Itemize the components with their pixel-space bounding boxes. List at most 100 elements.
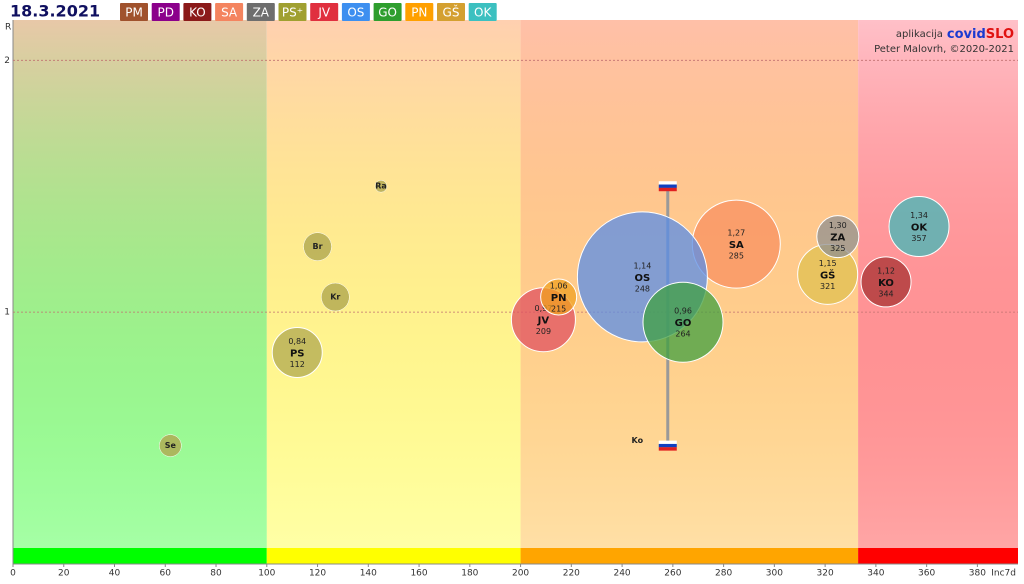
x-tick-label: 280 — [715, 569, 732, 579]
bubble — [271, 326, 323, 378]
zone-bar — [266, 548, 521, 564]
credit-part: covid — [947, 27, 986, 42]
date-title: 18.3.2021 — [10, 2, 100, 21]
bubble — [816, 215, 860, 259]
legend-label[interactable]: ZA — [253, 6, 270, 20]
bubble-name: ZA — [830, 233, 845, 244]
x-tick-label: 140 — [360, 569, 377, 579]
bubble-r-label: 1,15 — [819, 259, 837, 268]
legend-label[interactable]: PM — [125, 6, 143, 20]
flag-stripe — [658, 181, 677, 185]
legend-button[interactable] — [278, 3, 307, 21]
y-tick-label: 1 — [4, 308, 10, 318]
bubble-inc-label: 325 — [830, 244, 845, 253]
flag-stripe — [658, 440, 677, 445]
legend-label[interactable]: PD — [157, 6, 173, 20]
x-tick-label: 180 — [461, 569, 478, 579]
bubble-inc-label: 344 — [878, 289, 893, 298]
x-tick-label: 300 — [766, 569, 783, 579]
x-tick-label: 320 — [817, 569, 834, 579]
place-label: Ra — [375, 182, 387, 191]
x-tick-label: 60 — [160, 569, 172, 579]
x-tick-label: 260 — [664, 569, 681, 579]
place-label: Se — [165, 441, 177, 450]
legend-button[interactable] — [183, 3, 212, 21]
flag-stripe — [658, 187, 677, 192]
legend-label[interactable]: OK — [474, 6, 492, 20]
x-tick-label: 120 — [309, 569, 326, 579]
place-bubble — [159, 434, 182, 457]
legend-button[interactable] — [151, 3, 180, 21]
legend-button[interactable] — [120, 3, 148, 21]
credit-author: Peter Malovrh, ©2020-2021 — [874, 44, 1014, 55]
x-tick-label: 100 — [258, 569, 275, 579]
place-bubble — [303, 232, 332, 261]
bubble-inc-label: 357 — [911, 234, 926, 243]
bubble-inc-label: 285 — [729, 252, 744, 261]
x-tick-label: 80 — [210, 569, 222, 579]
bubble-name: GŠ — [820, 268, 835, 281]
x-tick-label: 240 — [613, 569, 630, 579]
x-tick-label: 220 — [563, 569, 580, 579]
bubble-r-label: 0,96 — [674, 307, 692, 316]
x-tick-label: 200 — [512, 569, 529, 579]
bubble-r-label: 1,27 — [727, 229, 745, 238]
x-axis-label: Inc7d — [991, 569, 1016, 579]
flag-stripe — [658, 447, 677, 451]
bubble-r-label: 0,84 — [288, 337, 306, 346]
bubble-r-label: 1,14 — [633, 261, 651, 270]
x-tick-label: 160 — [410, 569, 427, 579]
bubble-name: SA — [729, 240, 744, 251]
zone-bar — [13, 548, 267, 564]
zone-background — [266, 20, 521, 548]
legend-label[interactable]: SA — [221, 6, 238, 20]
y-tick-label: 2 — [4, 56, 10, 66]
legend-label[interactable]: PN — [411, 6, 427, 20]
flag-stripe — [658, 443, 677, 448]
bubble-name: PN — [551, 293, 567, 304]
credit-part: aplikacija — [896, 29, 943, 40]
bubble-inc-label: 209 — [536, 327, 551, 336]
bubble-inc-label: 264 — [675, 330, 690, 339]
x-tick-label: 340 — [867, 569, 884, 579]
x-tick-label: 40 — [109, 569, 121, 579]
legend-button[interactable] — [341, 3, 370, 21]
legend-button[interactable] — [468, 3, 497, 21]
legend-button[interactable] — [246, 3, 275, 21]
bubble-inc-label: 248 — [635, 284, 650, 293]
legend-button[interactable] — [437, 3, 465, 21]
place-label: Kr — [330, 293, 340, 302]
legend-label[interactable]: GO — [378, 6, 397, 20]
credit: aplikacija covidSLO — [896, 27, 1014, 42]
legend-label[interactable]: JV — [317, 6, 331, 20]
bubble-name: OS — [635, 273, 651, 284]
bubble-r-label: 1,06 — [550, 282, 568, 291]
bubble-name: OK — [911, 223, 929, 234]
legend-label[interactable]: OS — [347, 6, 364, 20]
flag-stripe — [658, 184, 677, 188]
bubble — [642, 281, 724, 363]
bubble — [540, 278, 578, 316]
bubble-name: JV — [537, 316, 550, 327]
x-tick-label: 20 — [58, 569, 70, 579]
legend-label[interactable]: KO — [189, 6, 206, 20]
legend-label[interactable]: GŠ — [443, 5, 460, 20]
bubble — [860, 256, 912, 308]
legend-button[interactable] — [405, 3, 434, 21]
legend-button[interactable] — [215, 3, 244, 21]
bubble-r-label: 1,30 — [829, 221, 847, 230]
place-label: Ko — [632, 436, 644, 445]
bubble-inc-label: 112 — [290, 360, 305, 369]
credit-part: SLO — [986, 27, 1014, 42]
bubble-name: KO — [878, 278, 894, 289]
legend-button[interactable] — [310, 3, 339, 21]
zone-background — [13, 20, 267, 548]
bubble-inc-label: 321 — [820, 282, 835, 291]
place-label: Br — [313, 242, 323, 251]
bubble-r-label: 1,12 — [877, 266, 895, 275]
legend-label[interactable]: PS⁺ — [282, 6, 303, 20]
bubble-name: PS — [290, 348, 305, 359]
legend-button[interactable] — [373, 3, 402, 21]
zone-bar — [858, 548, 1018, 564]
